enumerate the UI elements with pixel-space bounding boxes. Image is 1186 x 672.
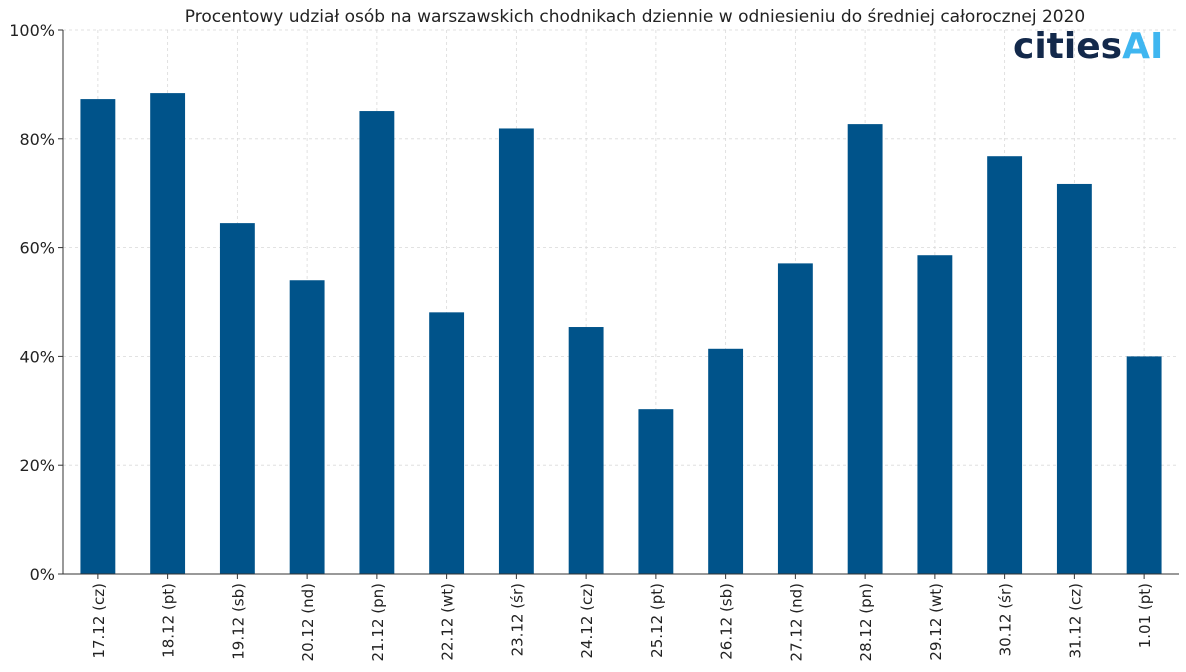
bar bbox=[638, 409, 674, 574]
x-tick-label: 20.12 (nd) bbox=[299, 583, 317, 661]
bar bbox=[777, 263, 813, 574]
y-tick-label: 0% bbox=[30, 565, 55, 584]
bar bbox=[80, 99, 116, 574]
x-tick-label: 21.12 (pn) bbox=[369, 583, 387, 661]
x-tick-label: 31.12 (cz) bbox=[1066, 583, 1084, 659]
x-tick-label: 29.12 (wt) bbox=[927, 583, 945, 661]
x-tick-label: 17.12 (cz) bbox=[90, 583, 108, 659]
bar bbox=[987, 156, 1023, 574]
bar bbox=[219, 223, 255, 574]
x-tick-label: 23.12 (śr) bbox=[508, 583, 526, 656]
x-tick-label: 30.12 (śr) bbox=[997, 583, 1015, 656]
x-tick-label: 28.12 (pn) bbox=[857, 583, 875, 661]
bar bbox=[289, 280, 325, 574]
axes-layer bbox=[58, 29, 1179, 579]
x-tick-label: 25.12 (pt) bbox=[648, 583, 666, 658]
cities-ai-logo: citiesAI bbox=[1013, 26, 1163, 67]
y-tick-label: 40% bbox=[19, 347, 55, 366]
x-tick-label: 18.12 (pt) bbox=[160, 583, 178, 658]
bar bbox=[150, 93, 186, 574]
y-tick-label: 80% bbox=[19, 130, 55, 149]
bar bbox=[917, 255, 953, 574]
logo-text-main: cities bbox=[1013, 26, 1122, 67]
bar bbox=[847, 124, 883, 574]
logo-text-accent: AI bbox=[1122, 26, 1163, 67]
bar bbox=[359, 111, 395, 574]
x-tick-label: 27.12 (nd) bbox=[787, 583, 805, 661]
x-tick-label: 22.12 (wt) bbox=[439, 583, 457, 661]
svg-text:citiesAI: citiesAI bbox=[1013, 26, 1163, 67]
y-tick-label: 100% bbox=[9, 21, 55, 40]
bar bbox=[1056, 183, 1092, 574]
y-tick-labels: 0% 20% 40% 60% 80% 100% bbox=[9, 21, 55, 584]
bar bbox=[708, 348, 744, 574]
x-tick-label: 24.12 (cz) bbox=[578, 583, 596, 659]
x-tick-label: 19.12 (sb) bbox=[229, 583, 247, 660]
bar bbox=[1126, 356, 1162, 574]
y-tick-label: 20% bbox=[19, 456, 55, 475]
x-tick-label: 1.01 (pt) bbox=[1136, 583, 1154, 648]
y-tick-label: 60% bbox=[19, 239, 55, 258]
x-tick-labels: 17.12 (cz) 18.12 (pt) 19.12 (sb) 20.12 (nd)… bbox=[90, 583, 1154, 661]
bars-layer bbox=[80, 93, 1162, 575]
bar bbox=[429, 312, 465, 574]
x-tick-label: 26.12 (sb) bbox=[718, 583, 736, 660]
bar bbox=[498, 128, 534, 575]
chart-title: Procentowy udział osób na warszawskich c… bbox=[185, 7, 1085, 27]
bar bbox=[568, 327, 604, 574]
